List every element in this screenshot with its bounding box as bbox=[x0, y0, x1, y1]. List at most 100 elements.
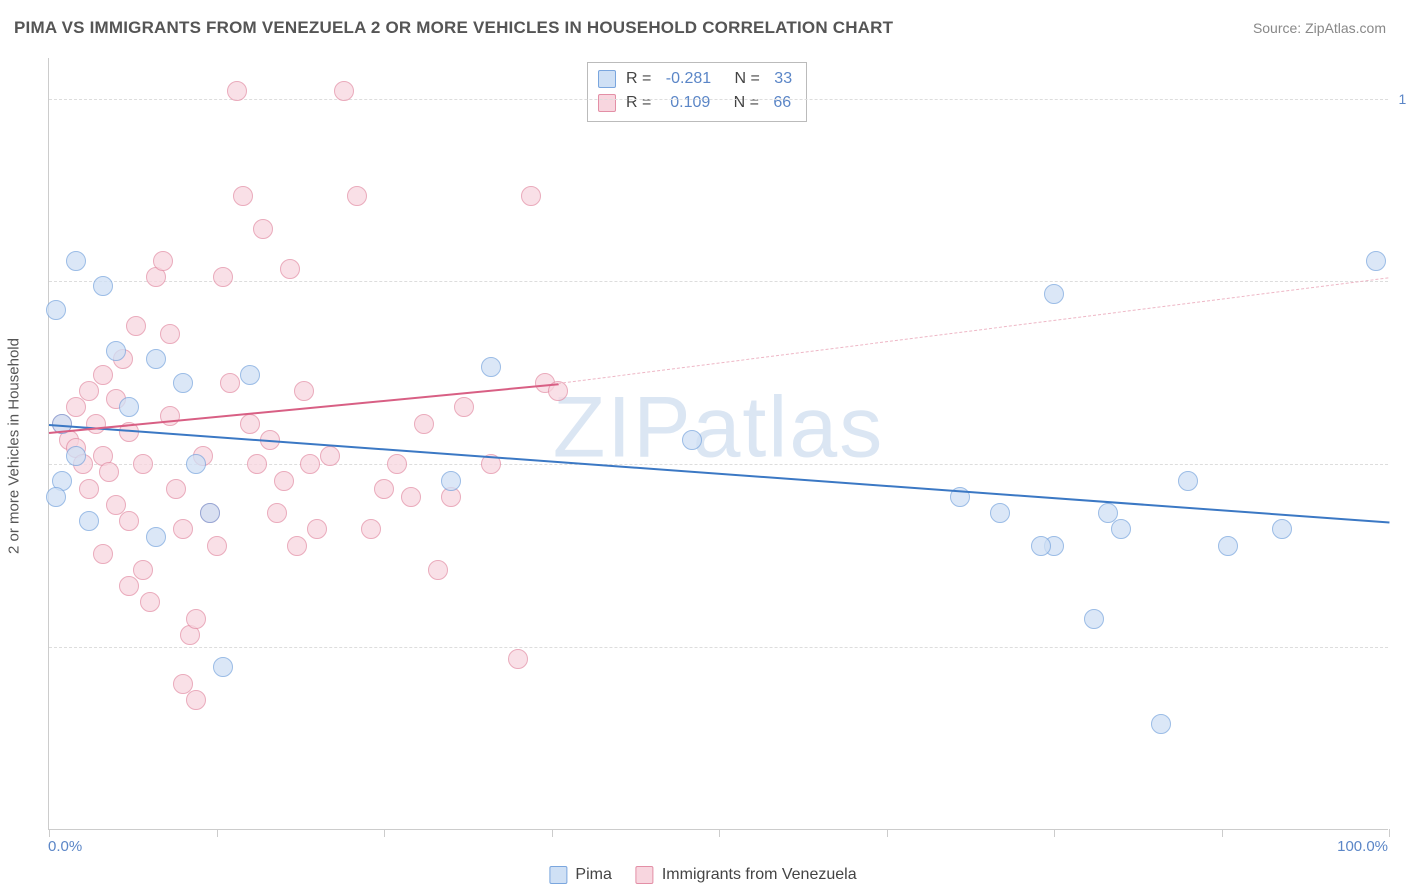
y-tick-label: 55.0% bbox=[1394, 456, 1406, 472]
trend-line bbox=[558, 277, 1389, 384]
data-point bbox=[153, 251, 173, 271]
data-point bbox=[414, 414, 434, 434]
data-point bbox=[66, 446, 86, 466]
data-point bbox=[186, 690, 206, 710]
data-point bbox=[508, 649, 528, 669]
y-tick-label: 77.5% bbox=[1394, 273, 1406, 289]
data-point bbox=[294, 381, 314, 401]
data-point bbox=[1272, 519, 1292, 539]
data-point bbox=[253, 219, 273, 239]
data-point bbox=[287, 536, 307, 556]
legend-label-venezuela: Immigrants from Venezuela bbox=[662, 866, 857, 884]
data-point bbox=[66, 397, 86, 417]
data-point bbox=[126, 316, 146, 336]
x-tick bbox=[887, 829, 888, 837]
data-point bbox=[274, 471, 294, 491]
data-point bbox=[307, 519, 327, 539]
data-point bbox=[401, 487, 421, 507]
data-point bbox=[79, 381, 99, 401]
data-point bbox=[280, 259, 300, 279]
x-tick bbox=[1054, 829, 1055, 837]
gridline-h bbox=[49, 99, 1388, 100]
data-point bbox=[334, 81, 354, 101]
bottom-legend: Pima Immigrants from Venezuela bbox=[549, 866, 856, 884]
data-point bbox=[66, 251, 86, 271]
x-max-label: 100.0% bbox=[1337, 838, 1388, 855]
data-point bbox=[428, 560, 448, 580]
data-point bbox=[119, 511, 139, 531]
x-tick bbox=[384, 829, 385, 837]
data-point bbox=[521, 186, 541, 206]
data-point bbox=[173, 373, 193, 393]
source-label: Source: ZipAtlas.com bbox=[1253, 20, 1386, 36]
x-min-label: 0.0% bbox=[48, 838, 82, 855]
y-axis-label: 2 or more Vehicles in Household bbox=[6, 338, 23, 554]
y-tick-label: 32.5% bbox=[1394, 639, 1406, 655]
data-point bbox=[86, 414, 106, 434]
data-point bbox=[990, 503, 1010, 523]
data-point bbox=[93, 276, 113, 296]
data-point bbox=[227, 81, 247, 101]
swatch-pima bbox=[598, 70, 616, 88]
data-point bbox=[119, 397, 139, 417]
data-point bbox=[186, 609, 206, 629]
data-point bbox=[387, 454, 407, 474]
legend-item-pima: Pima bbox=[549, 866, 611, 884]
data-point bbox=[213, 657, 233, 677]
data-point bbox=[1098, 503, 1118, 523]
data-point bbox=[1111, 519, 1131, 539]
data-point bbox=[46, 300, 66, 320]
gridline-h bbox=[49, 281, 1388, 282]
data-point bbox=[79, 511, 99, 531]
data-point bbox=[133, 454, 153, 474]
legend-swatch-pima bbox=[549, 866, 567, 884]
data-point bbox=[347, 186, 367, 206]
legend-swatch-venezuela bbox=[636, 866, 654, 884]
y-tick-label: 100.0% bbox=[1394, 91, 1406, 107]
data-point bbox=[1044, 284, 1064, 304]
data-point bbox=[146, 349, 166, 369]
data-point bbox=[119, 576, 139, 596]
stats-legend: R = -0.281 N = 33 R = 0.109 N = 66 bbox=[587, 62, 807, 122]
x-tick bbox=[1389, 829, 1390, 837]
chart-title: PIMA VS IMMIGRANTS FROM VENEZUELA 2 OR M… bbox=[14, 18, 893, 38]
data-point bbox=[186, 454, 206, 474]
data-point bbox=[1218, 536, 1238, 556]
swatch-venezuela bbox=[598, 94, 616, 112]
data-point bbox=[79, 479, 99, 499]
data-point bbox=[1366, 251, 1386, 271]
data-point bbox=[220, 373, 240, 393]
watermark: ZIPatlas bbox=[553, 379, 884, 478]
data-point bbox=[361, 519, 381, 539]
data-point bbox=[173, 519, 193, 539]
legend-item-venezuela: Immigrants from Venezuela bbox=[636, 866, 857, 884]
x-tick bbox=[217, 829, 218, 837]
data-point bbox=[1151, 714, 1171, 734]
stats-row-pima: R = -0.281 N = 33 bbox=[598, 67, 792, 91]
data-point bbox=[146, 527, 166, 547]
data-point bbox=[1178, 471, 1198, 491]
data-point bbox=[200, 503, 220, 523]
data-point bbox=[682, 430, 702, 450]
data-point bbox=[481, 357, 501, 377]
data-point bbox=[207, 536, 227, 556]
data-point bbox=[1084, 609, 1104, 629]
legend-label-pima: Pima bbox=[575, 866, 611, 884]
data-point bbox=[374, 479, 394, 499]
data-point bbox=[133, 560, 153, 580]
data-point bbox=[99, 462, 119, 482]
plot-area: ZIPatlas R = -0.281 N = 33 R = 0.109 N =… bbox=[48, 58, 1388, 830]
data-point bbox=[240, 365, 260, 385]
data-point bbox=[300, 454, 320, 474]
data-point bbox=[213, 267, 233, 287]
data-point bbox=[320, 446, 340, 466]
data-point bbox=[233, 186, 253, 206]
data-point bbox=[46, 487, 66, 507]
x-tick bbox=[1222, 829, 1223, 837]
data-point bbox=[106, 341, 126, 361]
data-point bbox=[1031, 536, 1051, 556]
data-point bbox=[166, 479, 186, 499]
data-point bbox=[93, 365, 113, 385]
x-tick bbox=[719, 829, 720, 837]
data-point bbox=[247, 454, 267, 474]
